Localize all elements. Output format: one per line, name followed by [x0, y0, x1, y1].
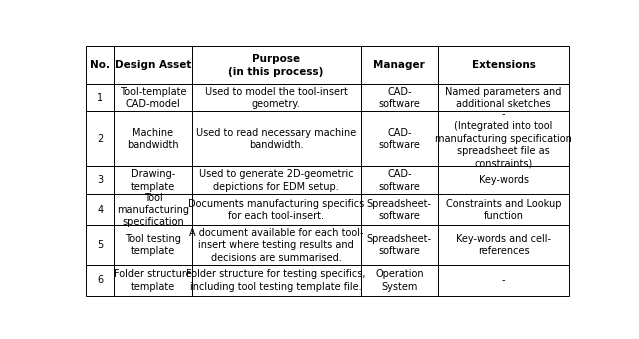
Bar	[361, 195, 438, 225]
Bar	[192, 46, 361, 84]
Bar	[86, 46, 114, 84]
Text: Tool-template
CAD-model: Tool-template CAD-model	[119, 87, 186, 109]
Bar	[438, 195, 569, 225]
Bar	[86, 166, 114, 195]
Text: Used to model the tool-insert
geometry.: Used to model the tool-insert geometry.	[204, 87, 348, 109]
Text: Key-words: Key-words	[479, 175, 528, 185]
Bar	[361, 46, 438, 84]
Bar	[86, 225, 114, 265]
Text: Tool testing
template: Tool testing template	[125, 234, 181, 256]
Bar	[438, 84, 569, 111]
Text: Used to read necessary machine
bandwidth.: Used to read necessary machine bandwidth…	[196, 127, 357, 150]
Text: Extensions: Extensions	[472, 60, 535, 71]
Text: Used to generate 2D-geometric
depictions for EDM setup.: Used to generate 2D-geometric depictions…	[199, 169, 353, 192]
Text: Constraints and Lookup
function: Constraints and Lookup function	[446, 199, 561, 221]
Text: No.: No.	[90, 60, 110, 71]
Text: 2: 2	[97, 134, 104, 144]
Text: Folder structure for testing specifics,
including tool testing template file.: Folder structure for testing specifics, …	[187, 269, 366, 292]
Bar	[438, 166, 569, 195]
Bar	[438, 265, 569, 296]
Bar	[86, 265, 114, 296]
Text: Folder structure
template: Folder structure template	[114, 269, 192, 292]
Text: Machine
bandwidth: Machine bandwidth	[127, 127, 179, 150]
Bar	[192, 195, 361, 225]
Text: Drawing-
template: Drawing- template	[131, 169, 175, 192]
Text: A document available for each tool-
insert where testing results and
decisions a: A document available for each tool- inse…	[189, 228, 364, 263]
Text: -
(Integrated into tool
manufacturing specification
spreadsheet file as
constrai: - (Integrated into tool manufacturing sp…	[435, 109, 572, 168]
Bar	[192, 225, 361, 265]
Text: 6: 6	[97, 276, 104, 285]
Text: Operation
System: Operation System	[375, 269, 424, 292]
Text: Spreadsheet-
software: Spreadsheet- software	[367, 199, 432, 221]
Text: 3: 3	[97, 175, 104, 185]
Bar	[361, 111, 438, 166]
Bar	[86, 195, 114, 225]
Bar	[438, 46, 569, 84]
Text: -: -	[502, 276, 505, 285]
Bar	[114, 84, 192, 111]
Text: Key-words and cell-
references: Key-words and cell- references	[456, 234, 551, 256]
Text: 4: 4	[97, 205, 104, 215]
Bar	[86, 84, 114, 111]
Text: Purpose
(in this process): Purpose (in this process)	[229, 54, 324, 77]
Bar	[114, 166, 192, 195]
Bar	[114, 46, 192, 84]
Bar	[192, 111, 361, 166]
Text: Named parameters and
additional sketches: Named parameters and additional sketches	[445, 87, 562, 109]
Text: Documents manufacturing specifics
for each tool-insert.: Documents manufacturing specifics for ea…	[188, 199, 364, 221]
Text: Manager: Manager	[373, 60, 425, 71]
Bar	[361, 166, 438, 195]
Bar	[114, 225, 192, 265]
Text: 1: 1	[97, 93, 104, 103]
Bar	[192, 265, 361, 296]
Bar	[361, 265, 438, 296]
Text: CAD-
software: CAD- software	[378, 87, 420, 109]
Bar	[438, 225, 569, 265]
Bar	[361, 225, 438, 265]
Bar	[361, 84, 438, 111]
Text: CAD-
software: CAD- software	[378, 169, 420, 192]
Text: 5: 5	[97, 240, 104, 250]
Text: Spreadsheet-
software: Spreadsheet- software	[367, 234, 432, 256]
Bar	[192, 84, 361, 111]
Text: Design Asset: Design Asset	[115, 60, 191, 71]
Text: CAD-
software: CAD- software	[378, 127, 420, 150]
Bar	[192, 166, 361, 195]
Bar	[114, 195, 192, 225]
Bar	[114, 111, 192, 166]
Text: Tool
manufacturing
specification: Tool manufacturing specification	[117, 193, 189, 227]
Bar	[114, 265, 192, 296]
Bar	[438, 111, 569, 166]
Bar	[86, 111, 114, 166]
